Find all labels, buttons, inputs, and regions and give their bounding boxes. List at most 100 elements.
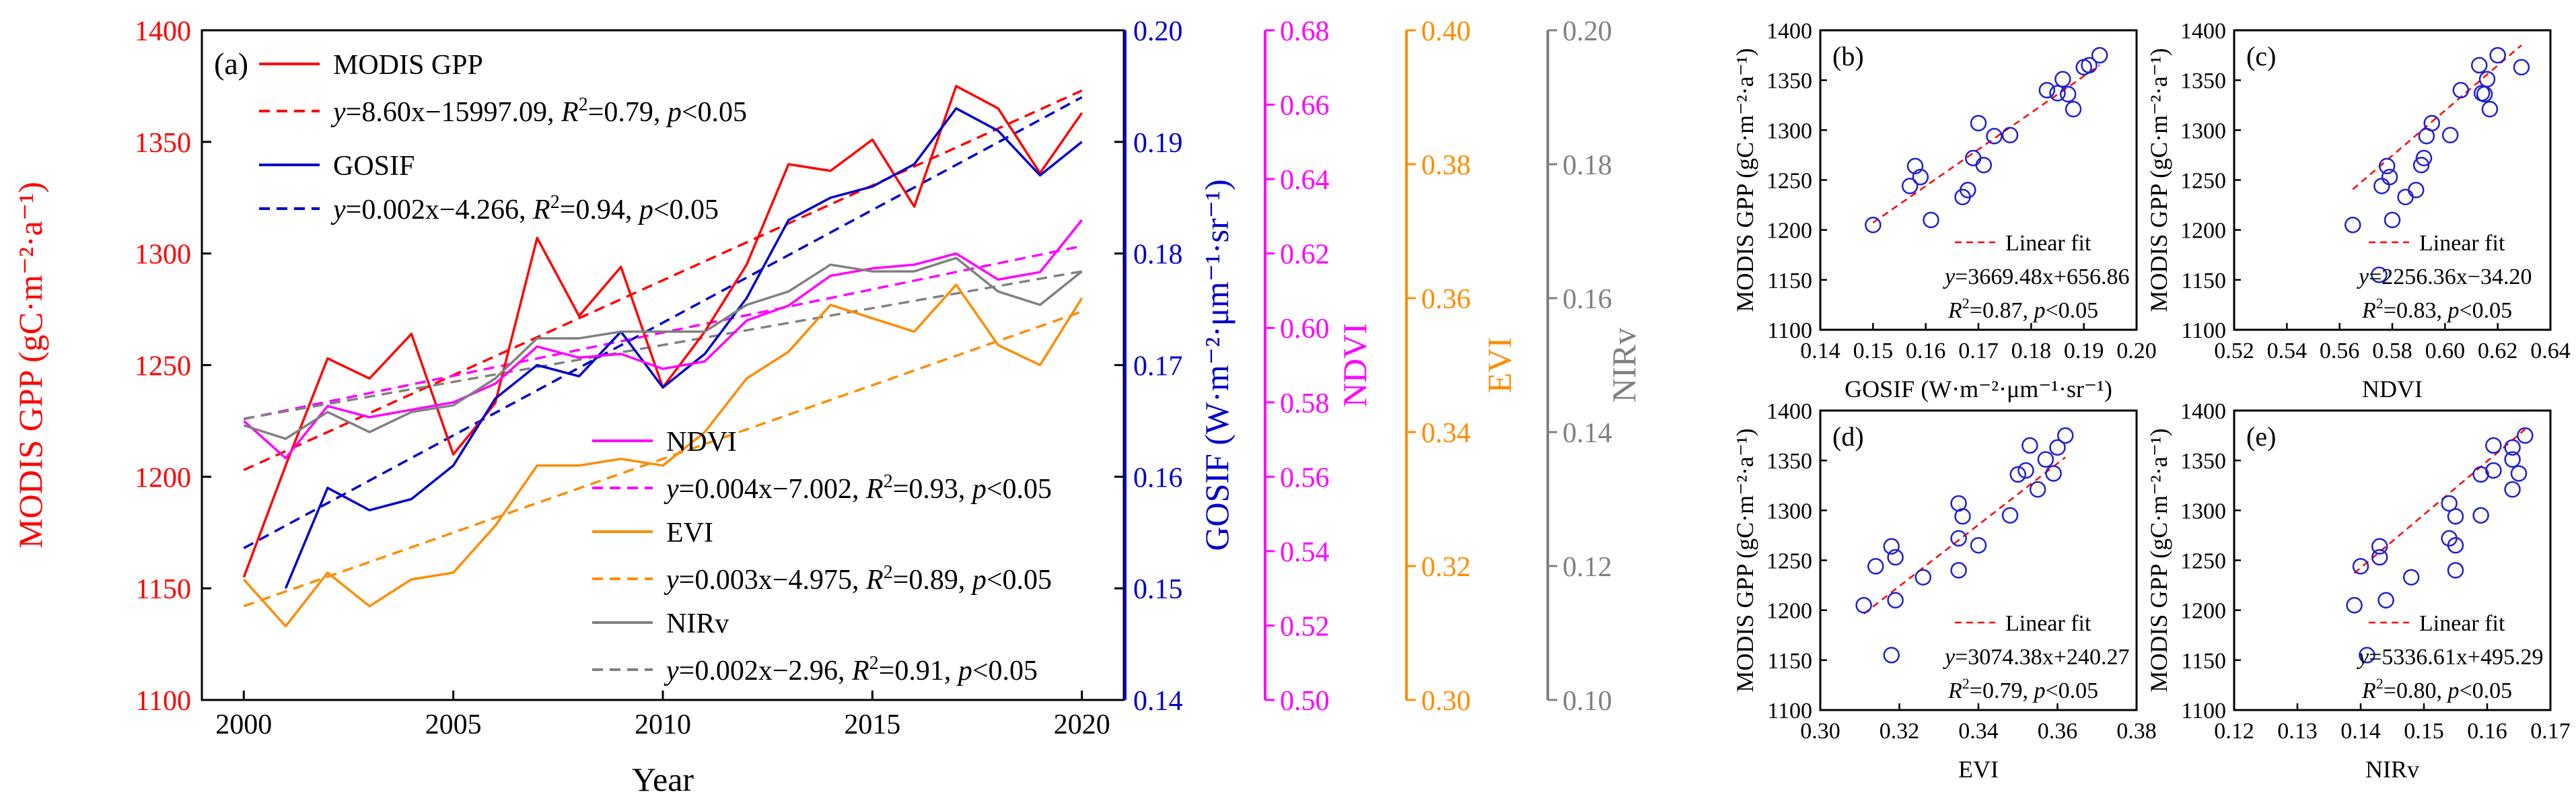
- evi-legend-label: EVI: [666, 518, 713, 549]
- eq-p: p: [970, 565, 987, 596]
- x-tick-label: 2000: [215, 709, 272, 740]
- data-point: [2346, 597, 2363, 614]
- eq-y: y: [2357, 265, 2369, 289]
- evi-axis-title: EVI: [1480, 337, 1518, 393]
- eq-y: y: [330, 97, 346, 128]
- data-point: [1855, 597, 1872, 614]
- data-point: [1865, 217, 1882, 234]
- data-point: [2412, 157, 2430, 174]
- eq-body: =3669.48x+656.86: [1955, 265, 2129, 289]
- data-point: [2504, 481, 2521, 498]
- data-point: [2352, 558, 2369, 575]
- data-point: [2471, 57, 2488, 74]
- nirv-legend-label: NIRv: [666, 608, 729, 639]
- eq-p-value: <0.05: [987, 474, 1052, 505]
- x-tick-label: 2020: [1054, 709, 1110, 740]
- gosif-tick-label: 0.16: [1133, 462, 1183, 493]
- evi-trend-equation: y=0.003x−4.975, R2=0.89, p<0.05: [664, 562, 1052, 596]
- data-point: [1887, 592, 1904, 609]
- data-point: [2452, 81, 2470, 99]
- y-tick-label: 1200: [1766, 599, 1812, 624]
- nirv-tick-label: 0.12: [1563, 552, 1612, 583]
- eq-r-value: =0.79,: [1970, 678, 2034, 703]
- x-axis-title: Year: [632, 761, 694, 798]
- eq-r: R: [851, 656, 869, 686]
- data-point: [2384, 211, 2401, 229]
- fit-statistics: R2=0.80, p<0.05: [2361, 675, 2512, 703]
- ndvi-tick-label: 0.50: [1280, 686, 1330, 717]
- gpp-tick-label: 1100: [136, 686, 191, 717]
- eq-r: R: [2361, 298, 2376, 323]
- eq-y: y: [1943, 645, 1956, 670]
- y-tick-label: 1350: [1766, 69, 1812, 94]
- eq-r-sup: 2: [2376, 295, 2384, 312]
- gosif-legend-label: GOSIF: [333, 151, 415, 182]
- eq-body: =2256.36x−34.20: [2369, 265, 2532, 289]
- fit-legend-label: Linear fit: [2419, 611, 2505, 636]
- x-tick-label: 0.18: [2011, 339, 2052, 363]
- nirv-tick-label: 0.18: [1563, 150, 1612, 181]
- y-tick-label: 1300: [2180, 118, 2226, 143]
- data-point: [2489, 46, 2506, 64]
- data-point: [2037, 451, 2054, 468]
- nirv-axis-title: NIRv: [1605, 328, 1643, 402]
- eq-y: y: [664, 474, 679, 505]
- data-point: [1923, 211, 1939, 229]
- data-point: [2029, 481, 2046, 498]
- data-point: [2510, 465, 2528, 482]
- eq-r-sup: 2: [869, 653, 879, 674]
- y-tick-label: 1400: [1766, 399, 1812, 424]
- x-tick-label: 0.56: [2320, 339, 2360, 363]
- data-point: [2001, 127, 2019, 143]
- data-point: [1887, 549, 1904, 566]
- x-tick-label: 0.54: [2267, 339, 2307, 363]
- y-tick-label: 1250: [1766, 169, 1812, 194]
- data-point: [1912, 168, 1929, 186]
- evi-trend-line: [243, 310, 1083, 608]
- data-point: [2054, 71, 2071, 87]
- eq-r-value: =0.83,: [2384, 298, 2448, 323]
- eq-body: =0.002x−4.266,: [346, 195, 533, 225]
- ndvi-tick-label: 0.52: [1280, 611, 1330, 642]
- x-tick-label: 0.13: [2277, 719, 2318, 744]
- gosif-tick-label: 0.20: [1133, 16, 1183, 47]
- eq-r-sup: 2: [1962, 675, 1970, 692]
- eq-body: =8.60x−15997.09,: [346, 97, 561, 128]
- gpp-tick-label: 1300: [135, 240, 191, 271]
- eq-body: =5336.61x+495.29: [2369, 645, 2543, 670]
- y-tick-label: 1150: [2181, 269, 2226, 293]
- data-point: [2397, 188, 2414, 205]
- x-axis-title: EVI: [1958, 756, 1999, 783]
- data-point: [2481, 100, 2499, 118]
- eq-p: p: [2446, 678, 2459, 703]
- eq-body: =0.002x−2.96,: [679, 656, 852, 686]
- data-point: [1960, 182, 1976, 199]
- fit-line: [2353, 428, 2526, 574]
- data-point: [2504, 439, 2521, 456]
- data-point: [2045, 465, 2062, 482]
- fit-line: [2352, 44, 2522, 190]
- evi-tick-label: 0.34: [1421, 418, 1471, 449]
- data-point: [2441, 127, 2459, 143]
- evi-tick-label: 0.36: [1421, 284, 1471, 315]
- eq-r-value: =0.94,: [560, 195, 639, 225]
- eq-body: =3074.38x+240.27: [1955, 645, 2129, 670]
- gosif-trend-line: [243, 96, 1083, 550]
- data-point: [2472, 507, 2489, 524]
- x-tick-label: 0.58: [2372, 339, 2412, 363]
- x-axis-title: NDVI: [2362, 376, 2423, 402]
- eq-r-sup: 2: [579, 94, 588, 115]
- data-point: [2377, 592, 2394, 609]
- y-tick-label: 1200: [2180, 599, 2226, 624]
- fit-equation: y=3074.38x+240.27: [1943, 645, 2129, 670]
- gpp-trend-line: [243, 89, 1083, 471]
- y-tick-label: 1250: [2180, 549, 2226, 574]
- gpp-tick-label: 1200: [135, 462, 191, 493]
- y-tick-label: 1250: [2180, 169, 2226, 194]
- y-tick-label: 1350: [1766, 449, 1812, 474]
- data-point: [2065, 100, 2082, 118]
- data-point: [1950, 530, 1967, 547]
- eq-r-value: =0.91,: [879, 656, 958, 686]
- x-axis-title: GOSIF (W·m⁻²·μm⁻¹·sr⁻¹): [1845, 376, 2112, 402]
